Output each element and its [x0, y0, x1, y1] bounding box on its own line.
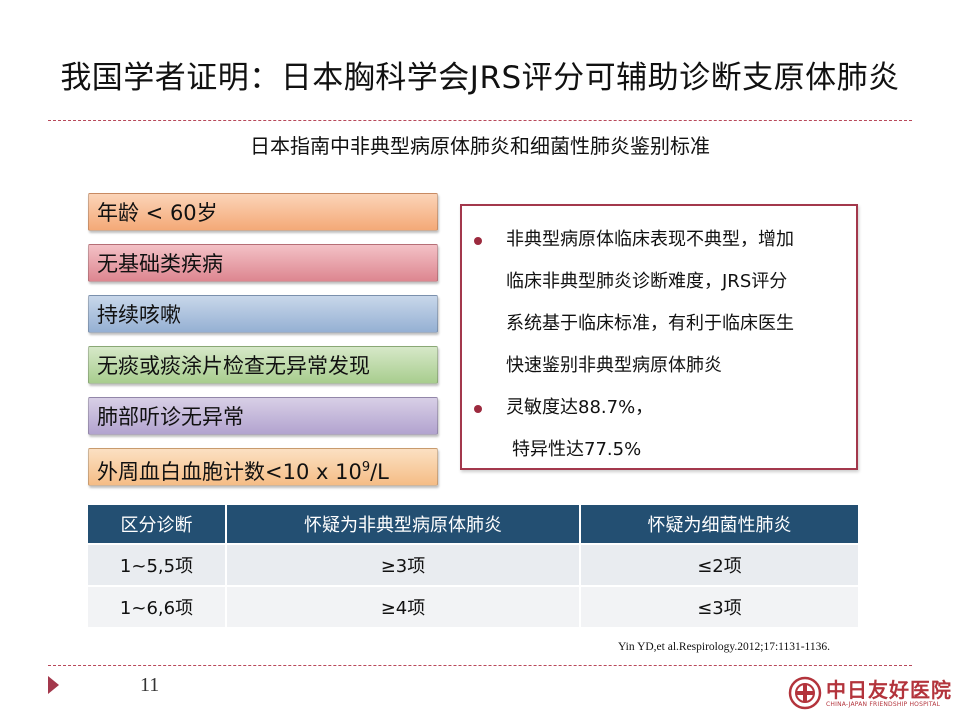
criterion-no-underlying-disease: 无基础类疾病	[88, 244, 438, 282]
citation: Yin YD,et al.Respirology.2012;17:1131-11…	[618, 641, 830, 653]
hospital-emblem-icon	[788, 676, 822, 710]
table-header-row: 区分诊断 怀疑为非典型病原体肺炎 怀疑为细菌性肺炎	[88, 505, 858, 544]
play-arrow-icon	[48, 676, 59, 694]
note-line: 非典型病原体临床表现不典型，增加	[506, 229, 794, 250]
bottom-divider	[48, 665, 912, 666]
note-sensitivity: 灵敏度达88.7%，	[506, 397, 654, 418]
wbc-exponent: 9	[361, 460, 371, 475]
criterion-wbc-count: 外周血白血胞计数<10 x 109/L	[88, 448, 438, 486]
table-cell: ≥3项	[226, 543, 581, 586]
notes-box: 非典型病原体临床表现不典型，增加 临床非典型肺炎诊断难度，JRS评分 系统基于临…	[460, 204, 858, 470]
note-line: 快速鉴别非典型病原体肺炎	[506, 355, 722, 376]
criterion-age: 年龄 < 60岁	[88, 193, 438, 231]
slide-subtitle: 日本指南中非典型病原体肺炎和细菌性肺炎鉴别标准	[250, 134, 710, 158]
hospital-name-en: CHINA-JAPAN FRIENDSHIP HOSPITAL	[826, 701, 941, 708]
note-line: 系统基于临床标准，有利于临床医生	[506, 313, 794, 334]
table-row: 1~6,6项 ≥4项 ≤3项	[88, 585, 858, 627]
bullet-icon	[474, 237, 482, 245]
table-cell: ≤3项	[580, 585, 858, 627]
wbc-unit: /L	[370, 460, 389, 484]
page-number: 11	[140, 674, 160, 696]
table-header: 怀疑为非典型病原体肺炎	[226, 505, 581, 544]
table-cell: ≥4项	[226, 585, 581, 627]
note-line: 临床非典型肺炎诊断难度，JRS评分	[506, 271, 788, 292]
hospital-logo: 中日友好医院 CHINA-JAPAN FRIENDSHIP HOSPITAL	[788, 674, 951, 714]
table-cell: ≤2项	[580, 543, 858, 586]
criterion-auscultation: 肺部听诊无异常	[88, 397, 438, 435]
diagnosis-table: 区分诊断 怀疑为非典型病原体肺炎 怀疑为细菌性肺炎 1~5,5项 ≥3项 ≤2项…	[88, 505, 858, 627]
bullet-icon	[474, 405, 482, 413]
hospital-name-cn: 中日友好医院	[826, 678, 952, 702]
criterion-persistent-cough: 持续咳嗽	[88, 295, 438, 333]
slide-title: 我国学者证明：日本胸科学会JRS评分可辅助诊断支原体肺炎	[60, 60, 900, 96]
note-specificity: 特异性达77.5%	[512, 439, 642, 460]
table-header: 怀疑为细菌性肺炎	[580, 505, 858, 544]
table-header: 区分诊断	[88, 505, 227, 544]
wbc-text: 外周血白血胞计数<10 x 10	[97, 460, 362, 484]
criterion-sputum: 无痰或痰涂片检查无异常发现	[88, 346, 438, 384]
table-cell: 1~5,5项	[88, 543, 227, 586]
top-divider	[48, 120, 912, 121]
table-row: 1~5,5项 ≥3项 ≤2项	[88, 543, 858, 586]
table-cell: 1~6,6项	[88, 585, 227, 627]
